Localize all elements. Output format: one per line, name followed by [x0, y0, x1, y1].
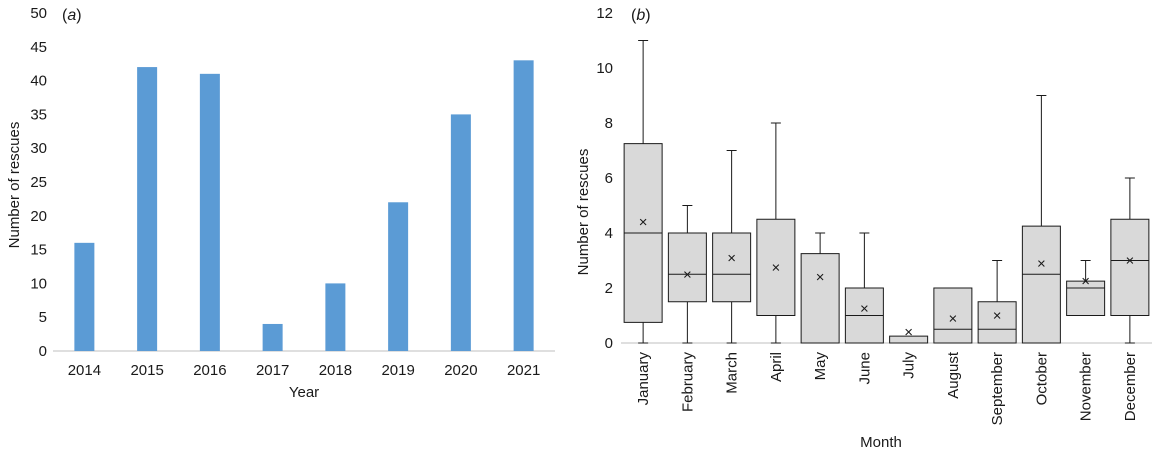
panel-b-x-tick-label: February: [679, 352, 696, 413]
panel-b-y-tick-label: 10: [596, 60, 613, 77]
mean-marker-May: ×: [816, 269, 825, 286]
panel-a-y-tick-label: 0: [39, 343, 47, 360]
bar-2014: [74, 242, 95, 351]
panel-b-x-tick-label: July: [901, 352, 918, 379]
mean-marker-August: ×: [948, 310, 957, 327]
panel-a-label: (a): [62, 7, 82, 24]
panel-b-y-tick-label: 6: [605, 170, 613, 187]
panel-b-x-axis-title: Month: [860, 434, 902, 451]
panel-b-y-tick-label: 4: [605, 225, 613, 242]
panel-a-x-tick-label: 2014: [68, 362, 101, 379]
bar-2018: [325, 283, 346, 351]
mean-marker-June: ×: [860, 301, 869, 318]
panel-b-y-tick-label: 12: [596, 5, 613, 22]
panel-b-y-tick-label: 2: [605, 280, 613, 297]
panel-b-y-tick-label: 8: [605, 115, 613, 132]
panel-a-x-tick-label: 2020: [444, 362, 477, 379]
panel-a-y-axis-title: Number of rescues: [6, 122, 23, 249]
panel-a-y-tick-label: 45: [30, 39, 47, 56]
panel-a-y-tick-label: 25: [30, 174, 47, 191]
mean-marker-April: ×: [771, 259, 780, 276]
panel-a-y-tick-label: 5: [39, 309, 47, 326]
panel-a-y-tick-label: 40: [30, 73, 47, 90]
panel-a-y-tick-label: 35: [30, 106, 47, 123]
box-October: [1021, 225, 1061, 344]
mean-marker-March: ×: [727, 250, 736, 267]
mean-marker-July: ×: [904, 324, 913, 341]
panel-b-x-tick-label: May: [812, 352, 829, 381]
panel-b-y-axis-title: Number of rescues: [575, 149, 592, 276]
panel-a-y-tick-label: 20: [30, 208, 47, 225]
panel-a-x-tick-label: 2017: [256, 362, 289, 379]
mean-marker-September: ×: [993, 308, 1002, 325]
panel-a-x-tick-label: 2015: [130, 362, 163, 379]
bar-2016: [199, 73, 220, 351]
panel-b-x-tick-label: January: [635, 352, 652, 406]
box-August: [933, 287, 973, 344]
panel-b-x-tick-label: September: [989, 352, 1006, 425]
mean-marker-October: ×: [1037, 255, 1046, 272]
box-March: [712, 232, 752, 303]
panel-a-y-tick-label: 50: [30, 5, 47, 22]
panel-a-x-tick-label: 2018: [319, 362, 352, 379]
panel-b-box-plot: (b) Number of rescues Month 0 2 4 6 8 10 12 × Ja…: [575, 5, 1152, 451]
mean-marker-February: ×: [683, 266, 692, 283]
mean-marker-November: ×: [1081, 273, 1090, 290]
panel-a-y-tick-label: 15: [30, 242, 47, 259]
box-September: [977, 301, 1017, 344]
mean-marker-January: ×: [639, 214, 648, 231]
panel-b-x-tick-label: August: [945, 351, 962, 399]
panel-b-x-tick-label: April: [768, 352, 785, 382]
panel-a-x-tick-label: 2019: [381, 362, 414, 379]
mean-marker-December: ×: [1125, 253, 1134, 270]
panel-b-x-tick-label: October: [1033, 352, 1050, 405]
panel-b-x-tick-label: March: [724, 352, 741, 394]
panel-b-label: (b): [631, 7, 651, 24]
panel-b-x-tick-label: December: [1122, 352, 1139, 421]
box-April: [756, 218, 796, 316]
panel-a-x-tick-label: 2021: [507, 362, 540, 379]
box-December: [1110, 218, 1150, 316]
panel-a-x-axis-title: Year: [289, 384, 319, 401]
panel-a-x-tick-label: 2016: [193, 362, 226, 379]
panel-b-y-tick-label: 0: [605, 335, 613, 352]
panel-a-bar-chart: (a) Number of rescues Year 0 5 10 15 20 25 30 3…: [6, 5, 555, 401]
box-November: [1066, 280, 1106, 316]
panel-a-y-tick-label: 10: [30, 275, 47, 292]
bar-2015: [137, 67, 158, 351]
panel-b-x-tick-label: November: [1078, 352, 1095, 421]
bar-2020: [450, 114, 471, 352]
box-May: [800, 253, 840, 344]
box-February: [667, 232, 707, 303]
panel-b-x-tick-label: June: [856, 352, 873, 385]
bar-2021: [513, 60, 534, 351]
bar-2019: [388, 202, 409, 351]
bar-2017: [262, 323, 283, 351]
panel-a-y-tick-label: 30: [30, 140, 47, 157]
